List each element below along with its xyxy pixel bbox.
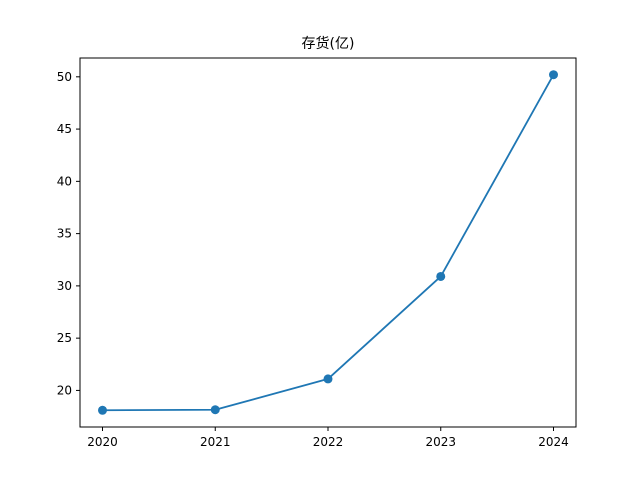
- x-axis-ticks: 2020 2021 2022 2023 2024: [87, 427, 569, 449]
- y-tick-label: 25: [57, 331, 72, 345]
- x-tick-label: 2023: [425, 435, 456, 449]
- y-axis-ticks: 20 25 30 35 40 45 50: [57, 70, 80, 397]
- x-tick-label: 2020: [87, 435, 118, 449]
- data-point: [98, 405, 107, 415]
- data-point: [436, 271, 446, 281]
- y-tick-label: 50: [57, 70, 72, 84]
- x-tick-label: 2024: [538, 435, 569, 449]
- y-tick-label: 35: [57, 227, 72, 241]
- y-tick-label: 40: [57, 174, 72, 188]
- data-point: [549, 70, 558, 80]
- series-layer: [98, 70, 558, 415]
- x-tick-label: 2022: [313, 435, 344, 449]
- data-point: [323, 374, 333, 384]
- data-point: [210, 405, 220, 415]
- x-tick-label: 2021: [200, 435, 231, 449]
- chart-title: 存货(亿): [302, 35, 355, 52]
- y-tick-label: 20: [57, 383, 72, 397]
- y-tick-label: 30: [57, 279, 72, 293]
- plot-frame: [79, 57, 577, 428]
- y-tick-label: 45: [57, 122, 72, 136]
